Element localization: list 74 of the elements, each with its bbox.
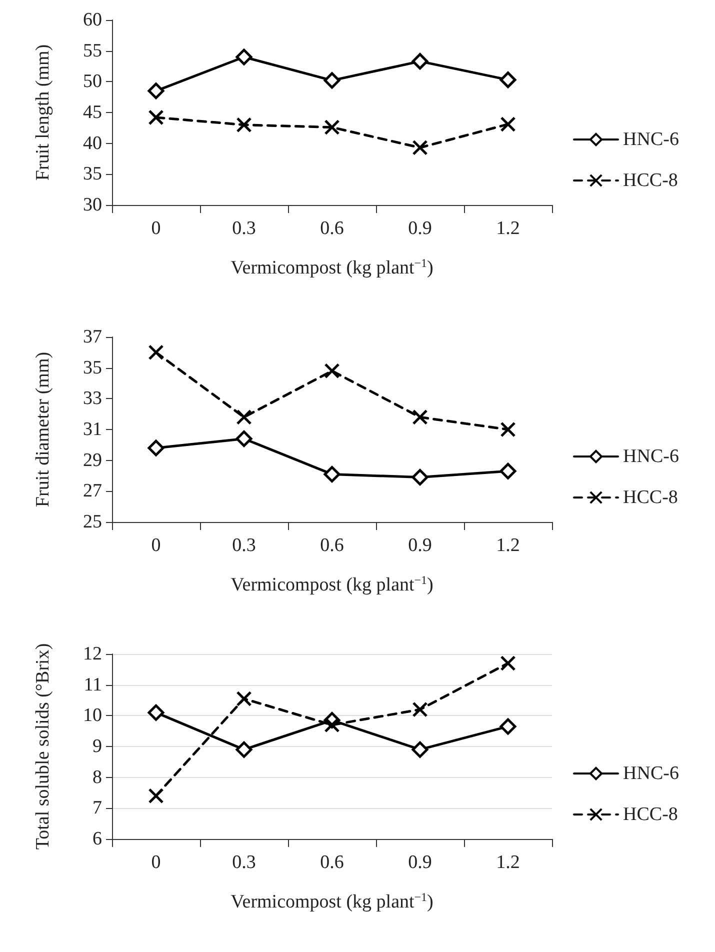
y-tick-label: 33 (83, 388, 102, 410)
point (236, 117, 252, 133)
x-tick-label: 0.9 (408, 852, 432, 873)
point (236, 690, 252, 706)
legend-label: HNC-6 (623, 129, 679, 150)
x-tick-label: 0 (151, 218, 161, 239)
y-tick-label: 35 (83, 164, 102, 185)
point (500, 718, 516, 735)
point (412, 702, 428, 718)
point (148, 110, 164, 126)
x-tick-label: 0 (151, 535, 161, 556)
y-tick-label: 30 (83, 194, 102, 216)
point (500, 656, 516, 671)
point (148, 344, 164, 360)
y-axis-title: Fruit diameter (mm) (32, 352, 54, 508)
point (324, 363, 340, 379)
y-tick-label: 7 (92, 798, 102, 819)
point (500, 422, 516, 438)
y-tick-label: 40 (83, 132, 102, 154)
y-tick-label: 50 (83, 71, 102, 92)
y-tick-label: 9 (92, 736, 102, 757)
y-axis-title: Fruit length (mm) (32, 44, 54, 181)
legend-label: HCC-8 (623, 170, 678, 191)
y-tick-label: 10 (83, 705, 102, 726)
x-tick-label: 0.6 (320, 218, 344, 239)
legend-label: HCC-8 (623, 804, 678, 825)
point (412, 469, 428, 486)
point (148, 704, 164, 721)
point (236, 48, 252, 66)
point (236, 409, 252, 425)
point (324, 120, 340, 136)
x-tick-label: 0.3 (232, 852, 256, 873)
x-tick-label: 0.6 (320, 535, 344, 556)
x-tick-label: 0.9 (408, 218, 432, 239)
y-tick-label: 6 (92, 828, 102, 850)
legend-label: HCC-8 (623, 487, 678, 508)
y-tick-label: 35 (83, 357, 102, 378)
point (324, 466, 340, 482)
point (500, 72, 516, 88)
y-tick-label: 29 (83, 450, 102, 471)
y-tick-label: 11 (84, 674, 102, 696)
legend-label: HNC-6 (623, 763, 679, 784)
x-tick-label: 0.9 (408, 535, 432, 556)
x-tick-label: 0 (151, 852, 161, 873)
y-tick-label: 25 (83, 512, 102, 532)
point (236, 741, 252, 758)
y-tick-label: 12 (83, 644, 102, 664)
x-tick-label: 1.2 (496, 218, 520, 239)
y-tick-label: 8 (92, 766, 102, 788)
point (236, 430, 252, 447)
point (148, 440, 164, 456)
y-axis-title: Total soluble solids (°Brix) (32, 643, 54, 850)
x-tick-label: 0.3 (232, 535, 256, 556)
point (500, 116, 516, 132)
y-tick-label: 55 (83, 40, 102, 62)
point (148, 82, 164, 100)
point (412, 741, 428, 758)
y-tick-label: 60 (83, 10, 102, 30)
point (500, 462, 516, 480)
point (324, 717, 340, 733)
point (324, 72, 340, 89)
y-tick-label: 31 (83, 419, 102, 440)
legend-label: HNC-6 (623, 446, 679, 467)
point (412, 53, 428, 70)
x-tick-label: 1.2 (496, 535, 520, 556)
x-tick-label: 0.6 (320, 852, 344, 873)
y-tick-label: 37 (83, 326, 102, 348)
y-tick-label: 45 (83, 102, 102, 123)
y-tick-label: 27 (83, 480, 102, 502)
x-tick-label: 0.3 (232, 218, 256, 239)
point (412, 140, 428, 156)
point (412, 409, 428, 425)
point (148, 788, 164, 804)
x-tick-label: 1.2 (496, 852, 520, 873)
